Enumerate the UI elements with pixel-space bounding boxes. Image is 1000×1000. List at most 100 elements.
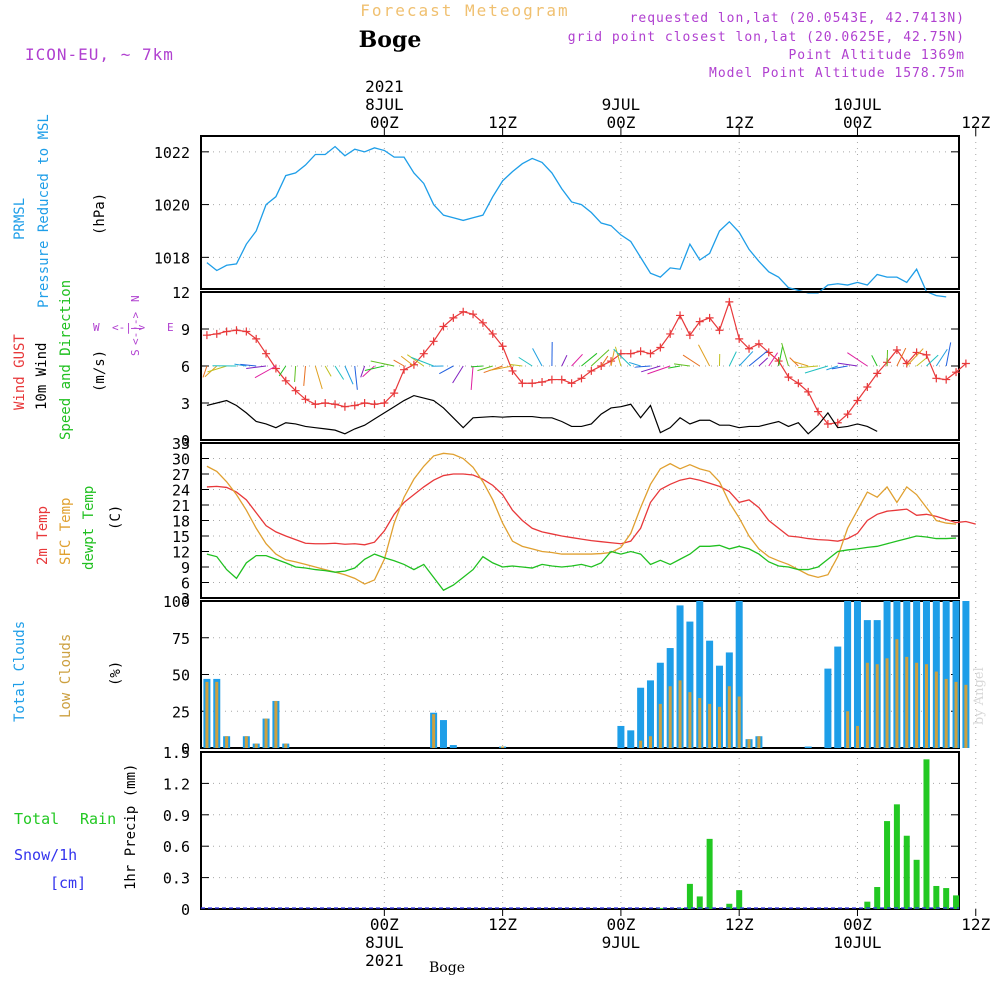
wind-gust-marker — [202, 331, 211, 340]
wind-gust-marker — [360, 399, 369, 407]
low-cloud-bar — [964, 684, 968, 748]
wind-10m-line — [206, 394, 878, 435]
total-cloud-bar — [834, 646, 842, 748]
total-cloud-bar — [853, 601, 861, 748]
wind-direction-arrow — [344, 365, 354, 385]
wind-gust-marker — [705, 313, 714, 322]
wind-direction-arrow — [234, 363, 247, 367]
wind-gust-line — [206, 299, 967, 425]
wind-direction-arrow — [935, 348, 948, 367]
low-cloud-bar — [905, 656, 909, 748]
low-cloud-bar — [717, 706, 721, 748]
wind-gust-marker — [873, 369, 882, 378]
wind-direction-arrow — [798, 365, 819, 369]
wind-direction-arrow — [668, 365, 681, 369]
wind-direction-arrow — [837, 362, 858, 367]
low-cloud-bar — [875, 664, 879, 748]
wind-gust-marker — [409, 360, 418, 369]
temp-dew-line — [206, 535, 957, 592]
wind-gust-marker — [636, 347, 645, 356]
wind-gust-marker — [469, 310, 478, 319]
wind-direction-arrow — [254, 365, 277, 379]
rain-bar — [953, 895, 960, 909]
y-tick-label: 24 — [172, 482, 190, 500]
total-cloud-bar — [449, 745, 457, 748]
wind-direction-arrow — [314, 365, 323, 390]
wind-gust-marker — [715, 326, 724, 335]
temp-sfc-label: SFC Temp — [58, 498, 74, 565]
wind-gust-marker — [695, 317, 704, 326]
y-tick-label: 21 — [172, 497, 190, 515]
model-label: ICON-EU, ~ 7km — [25, 45, 174, 64]
low-cloud-bar — [757, 736, 761, 748]
wind-gust-marker — [252, 334, 261, 343]
wind-gust-marker — [321, 399, 330, 407]
wind-gust-marker — [853, 396, 862, 405]
wind-direction-arrow — [294, 365, 297, 382]
compass-ew-arrow: <-|-> — [112, 321, 145, 334]
wind-direction-arrow — [452, 365, 464, 384]
low-cloud-bar — [846, 711, 850, 748]
wind-gust-marker — [922, 350, 931, 359]
wind-direction-arrow — [926, 354, 939, 367]
wind-direction-arrow — [847, 352, 868, 367]
y-tick-label: 15 — [172, 528, 190, 546]
panel-wind: 0 3 6 9 12 — [172, 284, 977, 450]
wind-gust-marker — [567, 379, 576, 388]
footer-location: Boge — [429, 960, 465, 976]
rain-bar — [884, 821, 891, 909]
wind-gust-marker — [794, 379, 803, 388]
wind-direction-arrow — [641, 365, 661, 373]
bottom-day-label: 9JUL — [602, 933, 641, 952]
y-tick-label: 9 — [181, 559, 190, 577]
wind-gust-marker — [291, 386, 300, 395]
total-cloud-bar — [627, 730, 635, 748]
wind-gust-marker — [646, 349, 655, 358]
wind-unit: (m/s) — [92, 350, 108, 392]
wind-direction-arrow — [600, 355, 609, 367]
wind-gust-marker — [656, 343, 665, 352]
wind-gust-marker — [222, 327, 231, 336]
top-hour-label: 12Z — [488, 113, 517, 132]
wind-gust-marker — [498, 342, 507, 351]
wind-gust-marker — [932, 374, 941, 383]
wind-labels: Wind GUST 10m Wind Speed and Direction (… — [12, 280, 174, 440]
total-cloud-bar — [942, 601, 950, 748]
wind-gust-marker — [942, 375, 951, 384]
rain-bar — [933, 885, 940, 909]
total-cloud-bar — [676, 605, 684, 748]
low-cloud-bar — [688, 692, 692, 748]
precip-labels: Total Rain Snow/1h [cm] 1hr Precip (mm) — [14, 764, 139, 892]
low-cloud-bar — [915, 662, 919, 748]
low-cloud-bar — [924, 664, 928, 748]
y-tick-label: 0 — [181, 740, 190, 758]
bottom-day-label: 10JUL — [833, 933, 881, 952]
top-hour-label: 00Z — [370, 113, 399, 132]
wind-direction-arrow — [945, 342, 952, 367]
wind-direction-arrow — [896, 347, 907, 367]
wind-direction-arrow — [204, 365, 218, 378]
wind-direction-arrow — [324, 365, 332, 377]
compass-s: S — [129, 349, 142, 356]
panel-frame — [200, 135, 960, 290]
rain-label: Rain — [80, 810, 116, 828]
panels: 1018102010220369123691215182124273033025… — [154, 135, 977, 919]
y-tick-label: 0 — [181, 432, 190, 450]
wind-gust-marker — [626, 349, 635, 358]
y-tick-label: 12 — [172, 284, 190, 302]
wind-direction-arrow — [362, 365, 375, 378]
total-cloud-bar — [715, 665, 723, 748]
wind-gust-marker — [843, 410, 852, 419]
y-tick-label: 27 — [172, 466, 190, 484]
wind-gust-marker — [754, 339, 763, 348]
temp-2m-line — [206, 473, 976, 546]
wind-direction-arrow — [532, 348, 543, 367]
wind-direction-arrow — [768, 352, 779, 367]
wind-gust-marker — [745, 344, 754, 353]
top-hour-label: 12Z — [961, 113, 990, 132]
wind-direction-arrow — [581, 352, 598, 367]
low-cloud-bar — [432, 714, 436, 748]
wind-direction-arrow — [831, 365, 848, 370]
